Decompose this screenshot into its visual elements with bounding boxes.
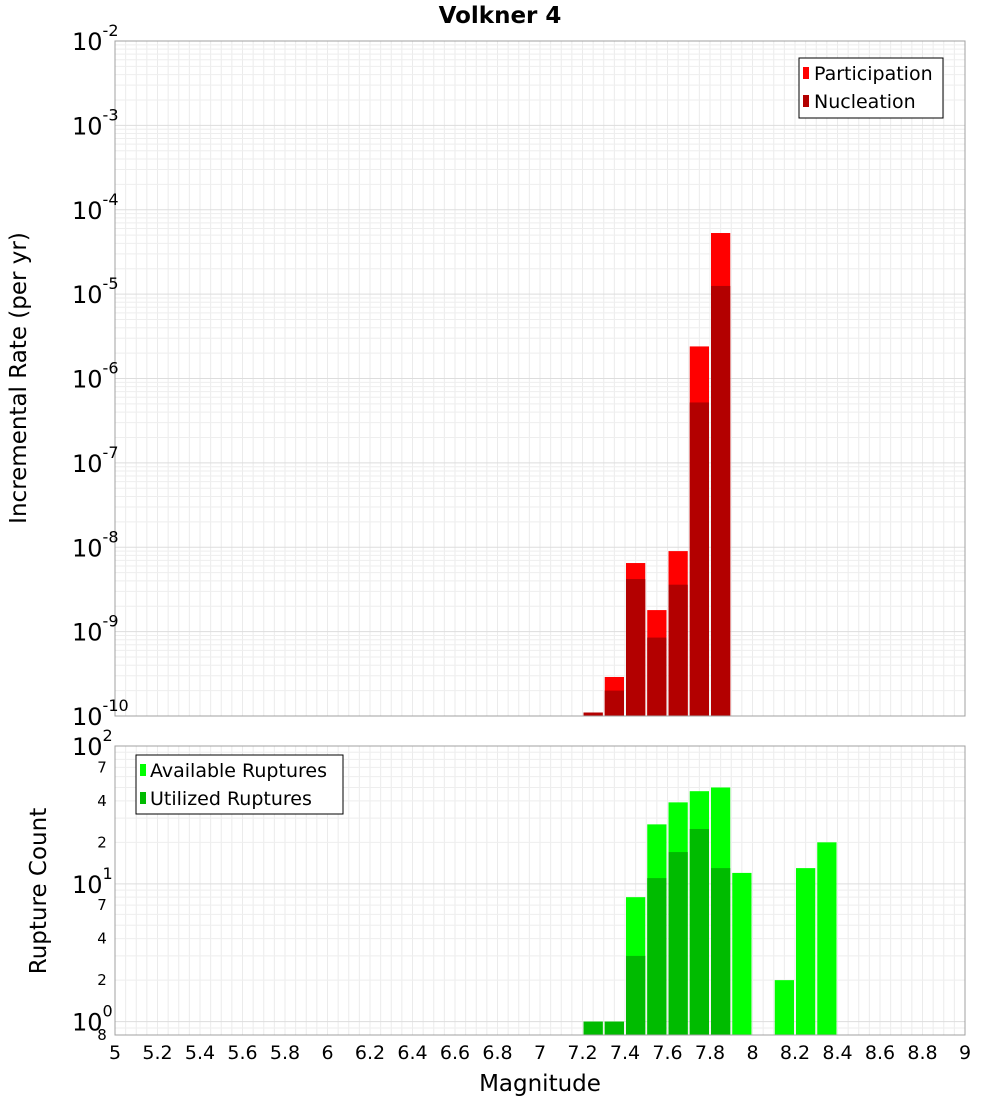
- x-tick-label: 5.6: [227, 1042, 257, 1064]
- x-tick-label: 8.4: [822, 1042, 852, 1064]
- top-y-tick-label: 10-7: [72, 443, 119, 478]
- bottom-bars: [583, 787, 837, 1035]
- top-plot-border: [114, 40, 966, 717]
- top-bar-nucleation: [711, 285, 731, 716]
- bottom-bar-utilized-ruptures: [668, 852, 688, 1035]
- x-axis-label: Magnitude: [479, 1071, 601, 1097]
- bottom-legend-box: [135, 754, 344, 815]
- bottom-bar-utilized-ruptures: [689, 828, 709, 1035]
- legend-label-participation: Participation: [814, 63, 933, 85]
- bottom-panel: 102 101 100 7 4 2 7 4 2 8 Rupture Count Available…: [26, 726, 966, 1044]
- bottom-bar-utilized-ruptures: [647, 878, 667, 1035]
- chart-title: Volkner 4: [439, 3, 562, 29]
- x-tick-label: 6.6: [440, 1042, 470, 1064]
- bottom-y-tick-label: 100: [72, 1002, 113, 1037]
- top-bar-nucleation: [668, 584, 688, 716]
- x-tick-label: 8.8: [907, 1042, 937, 1064]
- x-tick-label: 5: [109, 1042, 121, 1064]
- bottom-bar-utilized-ruptures: [711, 868, 731, 1035]
- top-bar-nucleation: [647, 637, 667, 716]
- top-bars: [583, 233, 731, 716]
- bottom-bar-available-ruptures: [774, 980, 794, 1035]
- top-y-tick-label: 10-8: [72, 527, 119, 562]
- bottom-bar-available-ruptures: [796, 868, 816, 1035]
- legend-label-nucleation: Nucleation: [814, 91, 916, 113]
- legend-swatch-nucleation: [803, 95, 809, 107]
- top-bar-nucleation: [689, 402, 709, 716]
- x-tick-label: 5.4: [185, 1042, 215, 1064]
- x-tick-label: 8.6: [865, 1042, 895, 1064]
- top-y-tick-label: 10-3: [72, 105, 119, 140]
- top-legend: Participation Nucleation: [798, 57, 944, 119]
- x-tick-label: 7.6: [652, 1042, 682, 1064]
- top-legend-box: [798, 57, 944, 119]
- bottom-bar-utilized-ruptures: [583, 1021, 603, 1035]
- x-tick-label: 6.4: [397, 1042, 427, 1064]
- top-y-tick-label: 10-10: [72, 696, 129, 731]
- bottom-bar-available-ruptures: [817, 842, 837, 1035]
- top-y-tick-label: 10-9: [72, 612, 119, 647]
- bottom-y-minor-tick-label: 4: [97, 792, 107, 810]
- bottom-plot-border: [114, 745, 966, 1036]
- legend-label-utilized-ruptures: Utilized Ruptures: [150, 788, 312, 810]
- bottom-y-minor-tick-label: 2: [97, 833, 107, 851]
- bottom-legend: Available Ruptures Utilized Ruptures: [135, 754, 344, 815]
- bottom-y-minor-tick-label: 2: [97, 971, 107, 989]
- x-tick-label: 6.8: [482, 1042, 512, 1064]
- legend-swatch-utilized-ruptures: [140, 792, 146, 804]
- bottom-y-minor-tick-label: 7: [97, 896, 107, 914]
- top-y-axis-label: Incremental Rate (per yr): [6, 232, 32, 524]
- legend-label-available-ruptures: Available Ruptures: [150, 760, 327, 782]
- bottom-y-tick-label: 102: [72, 726, 113, 761]
- x-tick-label: 7.4: [610, 1042, 640, 1064]
- x-tick-label: 7.8: [695, 1042, 725, 1064]
- x-axis-ticks: 5 5.2 5.4 5.6 5.8 6 6.2 6.4 6.6 6.8 7 7.2 7.4 7.6 7.8 8…: [109, 1042, 971, 1064]
- top-y-tick-label: 10-5: [72, 274, 119, 309]
- x-tick-label: 8: [746, 1042, 758, 1064]
- top-grid: [114, 41, 966, 717]
- legend-swatch-participation: [803, 67, 809, 79]
- x-tick-label: 9: [959, 1042, 971, 1064]
- top-y-tick-label: 10-4: [72, 190, 119, 225]
- x-tick-label: 5.8: [270, 1042, 300, 1064]
- legend-swatch-available-ruptures: [140, 764, 146, 776]
- x-tick-label: 7.2: [567, 1042, 597, 1064]
- top-bar-nucleation: [626, 579, 646, 716]
- x-tick-label: 6.2: [355, 1042, 385, 1064]
- bottom-bar-utilized-ruptures: [626, 955, 646, 1035]
- x-tick-label: 5.2: [142, 1042, 172, 1064]
- top-y-tick-label: 10-6: [72, 359, 119, 394]
- bottom-y-minor-tick-label: 7: [97, 758, 107, 776]
- top-bar-nucleation: [583, 712, 603, 716]
- bottom-bar-utilized-ruptures: [604, 1021, 624, 1035]
- bottom-y-ticks: 102 101 100 7 4 2 7 4 2 8: [72, 726, 113, 1044]
- x-tick-label: 6: [321, 1042, 333, 1064]
- top-bar-nucleation: [604, 690, 624, 716]
- bottom-bar-available-ruptures: [732, 872, 752, 1035]
- x-tick-label: 8.2: [780, 1042, 810, 1064]
- bottom-y-minor-tick-label: 4: [97, 930, 107, 948]
- top-y-tick-label: 10-2: [72, 21, 119, 56]
- top-panel: 10-2 10-3 10-4 10-5 10-6 10-7 10-8 10-9 10-10 In…: [6, 21, 966, 731]
- bottom-y-tick-label: 101: [72, 864, 113, 899]
- bottom-y-axis-label: Rupture Count: [26, 808, 52, 974]
- x-tick-label: 7: [534, 1042, 546, 1064]
- bottom-y-minor-tick-label: 8: [97, 1026, 107, 1044]
- top-y-ticks: 10-2 10-3 10-4 10-5 10-6 10-7 10-8 10-9 10-10: [72, 21, 129, 731]
